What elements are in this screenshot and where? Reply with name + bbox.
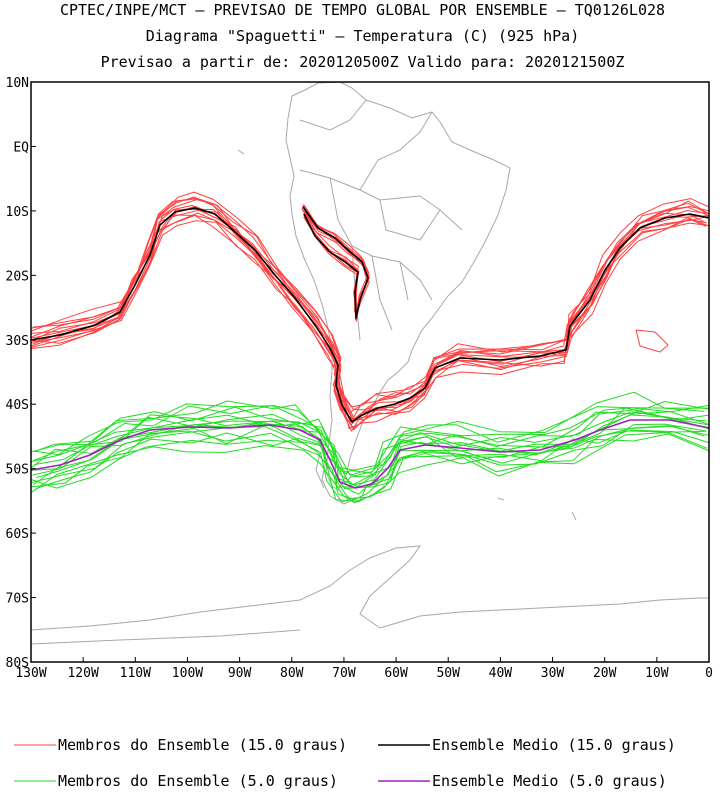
member-15-contour — [31, 218, 707, 430]
lon-label: 120W — [67, 666, 98, 681]
legend-members-5: Membros do Ensemble (5.0 graus) — [58, 772, 338, 790]
lat-label: 80S — [6, 656, 29, 671]
member-15-contour — [33, 197, 709, 411]
member-5-contour — [34, 404, 709, 475]
lon-label: 10W — [645, 666, 669, 681]
lon-label: 100W — [172, 666, 203, 681]
member-15-contour — [31, 196, 709, 418]
member-5-contour — [33, 401, 709, 471]
member-15-contour — [31, 191, 709, 408]
lon-label: 20W — [593, 666, 617, 681]
lon-label: 130W — [15, 666, 46, 681]
mean-5-contour — [31, 419, 709, 489]
lat-label: 10N — [6, 76, 29, 91]
lon-label: 70W — [332, 666, 356, 681]
lon-label: 80W — [280, 666, 304, 681]
legend-mean-5: Ensemble Medio (5.0 graus) — [432, 772, 667, 790]
chart-subtitle: Diagrama "Spaguetti" — Temperatura (C) (… — [145, 27, 580, 45]
country-borders — [299, 99, 463, 341]
member-5-contour — [35, 429, 709, 503]
member-15-contour — [32, 207, 709, 421]
legend-members-15: Membros do Ensemble (15.0 graus) — [58, 736, 347, 754]
lat-label: 10S — [6, 205, 29, 220]
member-15-contour — [31, 214, 708, 431]
member-15-loop — [635, 329, 669, 353]
member-15-contour — [31, 204, 709, 426]
lat-label: EQ — [13, 140, 29, 155]
lat-label: 40S — [6, 398, 29, 413]
lat-label: 50S — [6, 463, 29, 478]
member-15-andes-contour — [301, 207, 368, 320]
member-15-contour — [31, 206, 709, 422]
south-america-coast — [285, 82, 511, 491]
lon-label: 50W — [436, 666, 460, 681]
legend-mean-15: Ensemble Medio (15.0 graus) — [432, 736, 676, 754]
lon-label: 0 — [705, 666, 713, 681]
member-5-contour — [31, 414, 709, 486]
lon-label: 40W — [489, 666, 513, 681]
lon-label: 110W — [120, 666, 151, 681]
member-5-contour — [35, 423, 709, 495]
coastline-layer — [31, 82, 709, 645]
lat-label: 30S — [6, 334, 29, 349]
lat-label: 20S — [6, 269, 29, 284]
mean-15-andes-contour — [302, 206, 369, 319]
member-15-contour — [31, 214, 707, 430]
member-5-contour — [31, 432, 708, 504]
member-5-contour — [33, 423, 707, 490]
antarctica-coast — [31, 545, 709, 645]
member-15-contour — [31, 198, 708, 414]
lon-label: 60W — [384, 666, 408, 681]
chart-title: CPTEC/INPE/MCT — PREVISAO DE TEMPO GLOBA… — [59, 1, 666, 19]
member-5-contour — [31, 409, 709, 487]
lon-label: 30W — [541, 666, 565, 681]
mean-15-contour — [31, 207, 709, 423]
forecast-dates: Previsao a partir de: 2020120500Z Valido… — [100, 53, 625, 71]
lon-label: 90W — [228, 666, 252, 681]
member-15-contour — [31, 209, 707, 423]
member-5-contour — [31, 433, 709, 503]
lat-label: 60S — [6, 527, 29, 542]
lat-label: 70S — [6, 592, 29, 607]
plot-frame — [30, 81, 710, 663]
member-5-contour — [33, 403, 709, 477]
member-15-contour — [32, 199, 709, 420]
member-15-contour — [31, 208, 708, 422]
